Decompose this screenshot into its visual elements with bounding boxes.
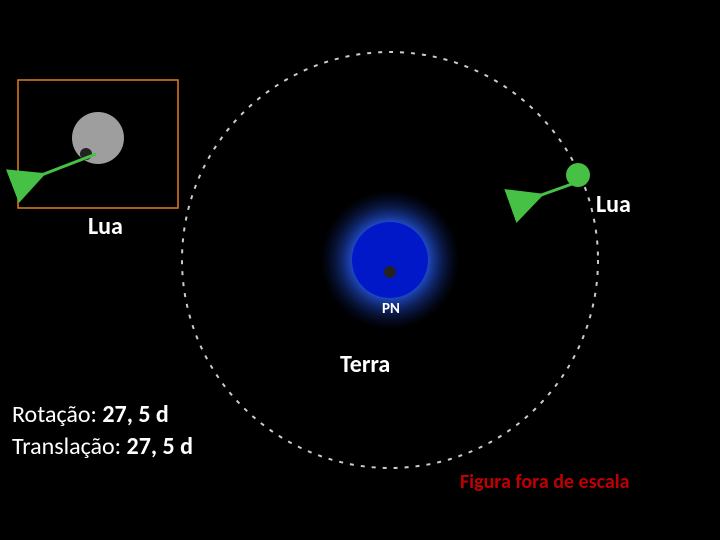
rotation-period: Rotação: 27, 5 d	[12, 400, 169, 429]
page-title: Rotação da Lua	[0, 12, 720, 53]
moon-inset-body	[72, 112, 124, 164]
moon-inset-arrow	[18, 154, 96, 184]
moon-orbit-label: Lua	[596, 190, 631, 219]
rotation-prefix: Rotação:	[12, 400, 102, 429]
earth-label: Terra	[340, 350, 390, 379]
earth-pole-label: PN	[382, 300, 400, 318]
earth-body	[352, 222, 428, 298]
diagram-stage: Rotação da Lua PN Terra Lua Lua Rotação:…	[0, 0, 720, 540]
earth-pole-dot	[384, 266, 396, 278]
moon-inset-label: Lua	[88, 212, 123, 241]
scale-note: Figura fora de escala	[460, 470, 630, 494]
credit-line: Crédito: André Luiz da Silva/CDA/CDCC	[468, 510, 677, 525]
moon-orbit-arrow	[516, 184, 572, 204]
translation-period: Translação: 27, 5 d	[12, 432, 193, 461]
translation-value: 27, 5 d	[127, 432, 193, 461]
translation-prefix: Translação:	[12, 432, 127, 461]
rotation-value: 27, 5 d	[102, 400, 168, 429]
